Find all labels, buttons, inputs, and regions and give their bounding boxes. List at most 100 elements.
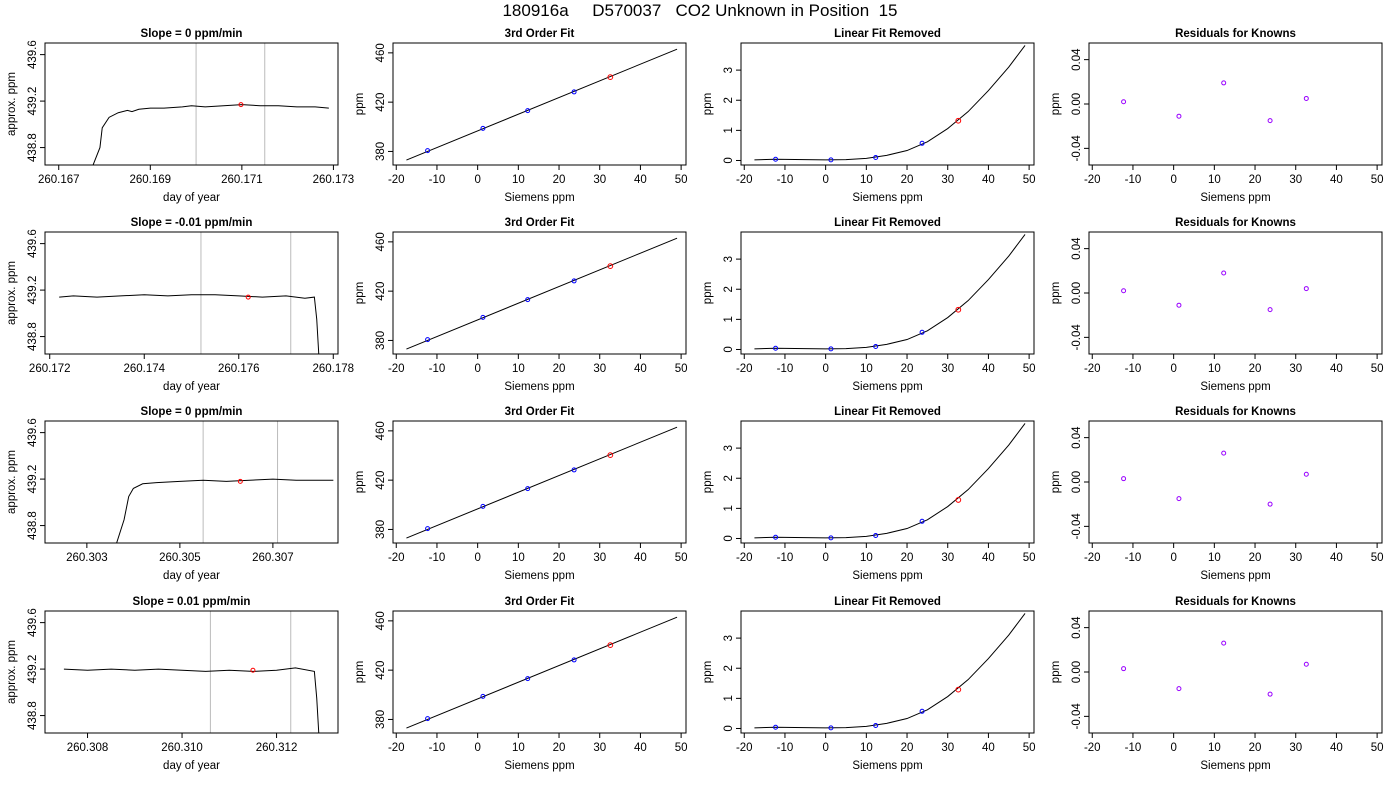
known-point xyxy=(873,154,879,160)
known-point xyxy=(828,346,834,352)
known-point xyxy=(571,278,577,284)
x-axis-label: day of year xyxy=(163,570,220,582)
x-tick-label: 260.303 xyxy=(66,552,108,564)
known-point xyxy=(571,657,577,663)
x-tick-label: 20 xyxy=(1249,174,1262,186)
panel-data xyxy=(1121,640,1309,697)
plot-frame xyxy=(740,42,1035,166)
y-tick-label: 439.6 xyxy=(27,418,39,447)
x-axis-label: Siemens ppm xyxy=(504,381,574,393)
panel-data xyxy=(1121,270,1309,313)
plot-frame xyxy=(44,231,339,355)
x-tick-label: -20 xyxy=(736,742,753,754)
x-tick-label: 20 xyxy=(553,742,566,754)
x-tick-label: 40 xyxy=(1330,363,1343,375)
x-tick-label: 20 xyxy=(1249,363,1262,375)
x-tick-label: 260.174 xyxy=(123,363,165,375)
x-tick-label: 30 xyxy=(1289,174,1302,186)
y-tick-label: 1 xyxy=(723,127,735,133)
x-tick-label: 260.173 xyxy=(313,174,355,186)
y-tick-label: 3 xyxy=(723,635,735,641)
x-axis-label: Siemens ppm xyxy=(852,381,922,393)
residual-point xyxy=(1121,476,1127,482)
panel-fit-row2: 3rd Order Fit -20 -10 0 10 20 30 40 50 380 420 460 S… xyxy=(354,217,688,393)
y-tick-label: -0.04 xyxy=(1071,703,1083,730)
known-point xyxy=(480,693,486,699)
x-tick-label: 30 xyxy=(593,552,606,564)
panel-linear_removed-row3: Linear Fit Removed -20 -10 0 10 20 30 40 50 0 1 2 3 S… xyxy=(702,406,1036,582)
x-tick-label: 260.178 xyxy=(312,363,354,375)
x-axis-label: Siemens ppm xyxy=(1200,192,1270,204)
x-tick-label: 260.172 xyxy=(29,363,71,375)
y-tick-label: 439.2 xyxy=(27,87,39,116)
x-axis-label: Siemens ppm xyxy=(852,760,922,772)
residual-point xyxy=(1121,99,1127,105)
y-tick-label: 439.2 xyxy=(27,276,39,305)
panel-data xyxy=(406,237,678,350)
x-tick-label: -20 xyxy=(388,363,405,375)
x-tick-label: 20 xyxy=(553,174,566,186)
series-line-fit xyxy=(754,613,1026,729)
x-tick-label: -10 xyxy=(429,742,446,754)
x-tick-label: 50 xyxy=(1371,174,1384,186)
known-point xyxy=(525,676,531,682)
y-axis-label: ppm xyxy=(702,661,714,683)
y-axis-label: ppm xyxy=(1050,93,1062,115)
known-point xyxy=(480,503,486,509)
known-point xyxy=(919,140,925,146)
y-tick-label: -0.04 xyxy=(1071,135,1083,162)
known-point xyxy=(425,526,431,532)
y-axis-label: approx. ppm xyxy=(6,640,18,704)
residual-point xyxy=(1267,501,1273,507)
x-tick-label: 0 xyxy=(474,742,480,754)
x-axis-label: Siemens ppm xyxy=(1200,570,1270,582)
x-tick-label: 260.176 xyxy=(218,363,260,375)
residual-point xyxy=(1303,95,1309,101)
y-tick-label: 0.00 xyxy=(1071,661,1083,683)
x-axis-label: Siemens ppm xyxy=(504,570,574,582)
x-tick-label: 0 xyxy=(822,363,828,375)
y-tick-label: 1 xyxy=(723,505,735,511)
panel-title: Linear Fit Removed xyxy=(834,217,941,229)
y-tick-label: 2 xyxy=(723,665,735,671)
plot-frame xyxy=(740,610,1035,734)
x-tick-label: 0 xyxy=(474,363,480,375)
y-tick-label: 0.00 xyxy=(1071,471,1083,493)
panel-title: 3rd Order Fit xyxy=(505,406,575,418)
residual-point xyxy=(1221,80,1227,86)
y-tick-label: 380 xyxy=(375,710,387,729)
x-tick-label: 20 xyxy=(553,552,566,564)
x-tick-label: 30 xyxy=(593,742,606,754)
unknown-point xyxy=(607,642,614,649)
y-tick-label: 380 xyxy=(375,331,387,350)
plot-frame xyxy=(1088,610,1383,734)
known-point xyxy=(873,722,879,728)
x-tick-label: 260.171 xyxy=(221,174,263,186)
y-tick-label: 439.6 xyxy=(27,608,39,637)
panel-residuals-row2: Residuals for Knowns -20 -10 0 10 20 30 40 50 -0.… xyxy=(1050,217,1384,393)
y-tick-label: 0.00 xyxy=(1071,93,1083,115)
panel-title: Residuals for Knowns xyxy=(1175,406,1296,418)
known-point xyxy=(425,148,431,154)
y-tick-label: 0.04 xyxy=(1071,48,1083,71)
x-tick-label: 50 xyxy=(675,552,688,564)
plot-frame xyxy=(44,42,339,166)
plot-frame xyxy=(1088,42,1383,166)
x-tick-label: -10 xyxy=(1125,174,1142,186)
known-point xyxy=(919,329,925,335)
panel-timeseries-row3: Slope = 0 ppm/min 260.303 260.305 260.307 43… xyxy=(6,406,339,582)
y-axis-label: ppm xyxy=(702,282,714,304)
x-tick-label: 10 xyxy=(1208,174,1221,186)
series-line-trace xyxy=(92,104,329,165)
x-tick-label: 10 xyxy=(512,174,525,186)
x-tick-label: 40 xyxy=(1330,742,1343,754)
y-tick-label: 2 xyxy=(723,286,735,292)
y-axis-label: ppm xyxy=(1050,661,1062,683)
x-tick-label: 10 xyxy=(1208,552,1221,564)
x-tick-label: -20 xyxy=(1084,742,1101,754)
series-line-trace xyxy=(116,478,334,543)
x-tick-label: 260.305 xyxy=(159,552,201,564)
y-tick-label: -0.04 xyxy=(1071,513,1083,540)
x-tick-label: -20 xyxy=(736,363,753,375)
residual-point xyxy=(1267,118,1273,124)
